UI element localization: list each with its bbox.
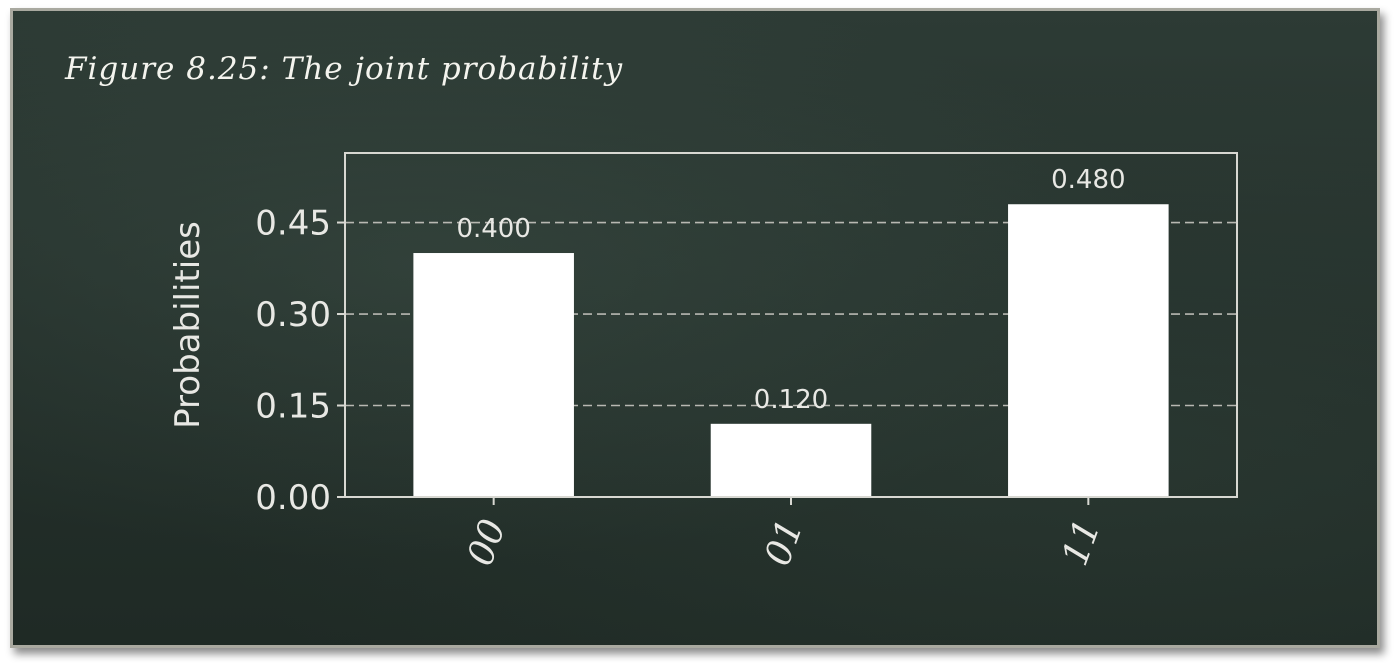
y-tick-label: 0.30 [255, 295, 331, 335]
x-tick-label: 11 [1055, 514, 1109, 571]
chalkboard-figure: Figure 8.25: The joint probability 0.00 0… [10, 8, 1380, 648]
bar [413, 253, 574, 497]
y-tick-label: 0.00 [255, 478, 331, 518]
bars [413, 204, 1169, 497]
bar-value-label: 0.400 [456, 214, 530, 244]
bar-chart: 0.000.150.300.45 00 01 11 0.4000.1200.480 … [168, 152, 1238, 571]
bar-value-label: 0.120 [754, 385, 828, 415]
x-axis-ticks: 00 01 11 [460, 497, 1109, 571]
y-tick-label: 0.15 [255, 387, 331, 427]
bar-value-label: 0.480 [1051, 165, 1125, 195]
bar [1008, 204, 1169, 497]
y-axis-title: Probabilities [168, 221, 208, 429]
x-tick-label: 01 [757, 514, 811, 571]
y-axis-ticks: 0.00 0.15 0.30 0.45 [255, 204, 345, 518]
bar [710, 423, 872, 497]
y-tick-label: 0.45 [255, 204, 331, 244]
figure-caption: Figure 8.25: The joint probability [65, 51, 624, 87]
bar-value-labels: 0.400 0.120 0.480 [456, 165, 1125, 415]
x-tick-label: 00 [460, 514, 514, 571]
